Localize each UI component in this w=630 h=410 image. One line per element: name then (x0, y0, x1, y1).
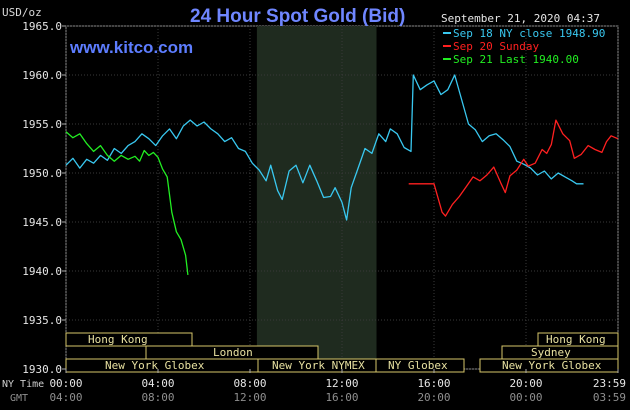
legend-item-last: Sep 21 Last 1940.00 (453, 53, 579, 66)
ny-time-label: NY Time (2, 379, 44, 390)
x-tick-label-ny: 08:00 (233, 377, 266, 390)
market-sessions: Hong Kong London New York Globex New Yor… (65, 332, 619, 373)
timestamp-label: September 21, 2020 04:37 (441, 12, 600, 25)
session-ny-globex-right (479, 358, 619, 373)
y-tick-label: 1965.0 (22, 20, 62, 33)
x-tick-label-ny: 23:59 (593, 377, 626, 390)
series-line-2 (65, 131, 189, 275)
x-tick-label-gmt: 16:00 (325, 391, 358, 404)
x-tick-label-ny: 00:00 (49, 377, 82, 390)
series-lines (65, 74, 619, 275)
site-label: www.kitco.com (69, 38, 193, 57)
session-ny-globex-left-label: New York Globex (105, 359, 205, 372)
unit-label: USD/oz (2, 6, 42, 19)
chart-title: 24 Hour Spot Gold (Bid) (190, 6, 405, 27)
x-tick-label-gmt: 08:00 (141, 391, 174, 404)
session-london-label: London (213, 346, 253, 359)
x-tick-label-gmt: 00:00 (509, 391, 542, 404)
nymex-hours-shade (256, 26, 377, 369)
y-axis: 1965.0 1960.0 1955.0 1950.0 1945.0 1940.0 1935… (22, 20, 66, 376)
session-sydney-label: Sydney (531, 346, 571, 359)
y-tick-label: 1930.0 (22, 363, 62, 376)
legend-item-sunday: Sep 20 Sunday (453, 40, 539, 53)
x-tick-label-gmt: 03:59 (593, 391, 626, 404)
session-ny-globex-right-label: New York Globex (502, 359, 602, 372)
x-tick-label-ny: 16:00 (417, 377, 450, 390)
series-line-1 (408, 119, 619, 217)
y-tick-label: 1935.0 (22, 314, 62, 327)
x-tick-label-ny: 04:00 (141, 377, 174, 390)
gmt-label: GMT (10, 393, 28, 404)
x-tick-label-ny: 20:00 (509, 377, 542, 390)
y-tick-label: 1960.0 (22, 69, 62, 82)
session-hong-kong-left-label: Hong Kong (88, 333, 148, 346)
x-tick-label-ny: 12:00 (325, 377, 358, 390)
x-tick-label-gmt: 04:00 (49, 391, 82, 404)
x-axis: 00:0004:0004:0008:0008:0012:0012:0016:00… (49, 369, 626, 404)
y-tick-label: 1945.0 (22, 216, 62, 229)
x-tick-label-gmt: 12:00 (233, 391, 266, 404)
y-tick-label: 1950.0 (22, 167, 62, 180)
legend-item-ny-close: Sep 18 NY close 1948.90 (453, 27, 605, 40)
session-hong-kong-left (65, 332, 193, 347)
session-ny-nymex-label: New York NYMEX (272, 359, 365, 372)
x-tick-label-gmt: 20:00 (417, 391, 450, 404)
y-tick-label: 1955.0 (22, 118, 62, 131)
session-hong-kong-right-label: Hong Kong (546, 333, 606, 346)
y-tick-label: 1940.0 (22, 265, 62, 278)
series-line-0 (65, 74, 584, 221)
session-ny-globex-mid-label: NY Globex (388, 359, 448, 372)
session-ny-globex-mid (375, 358, 465, 373)
legend: Sep 18 NY close 1948.90 Sep 20 Sunday Se… (443, 27, 605, 66)
